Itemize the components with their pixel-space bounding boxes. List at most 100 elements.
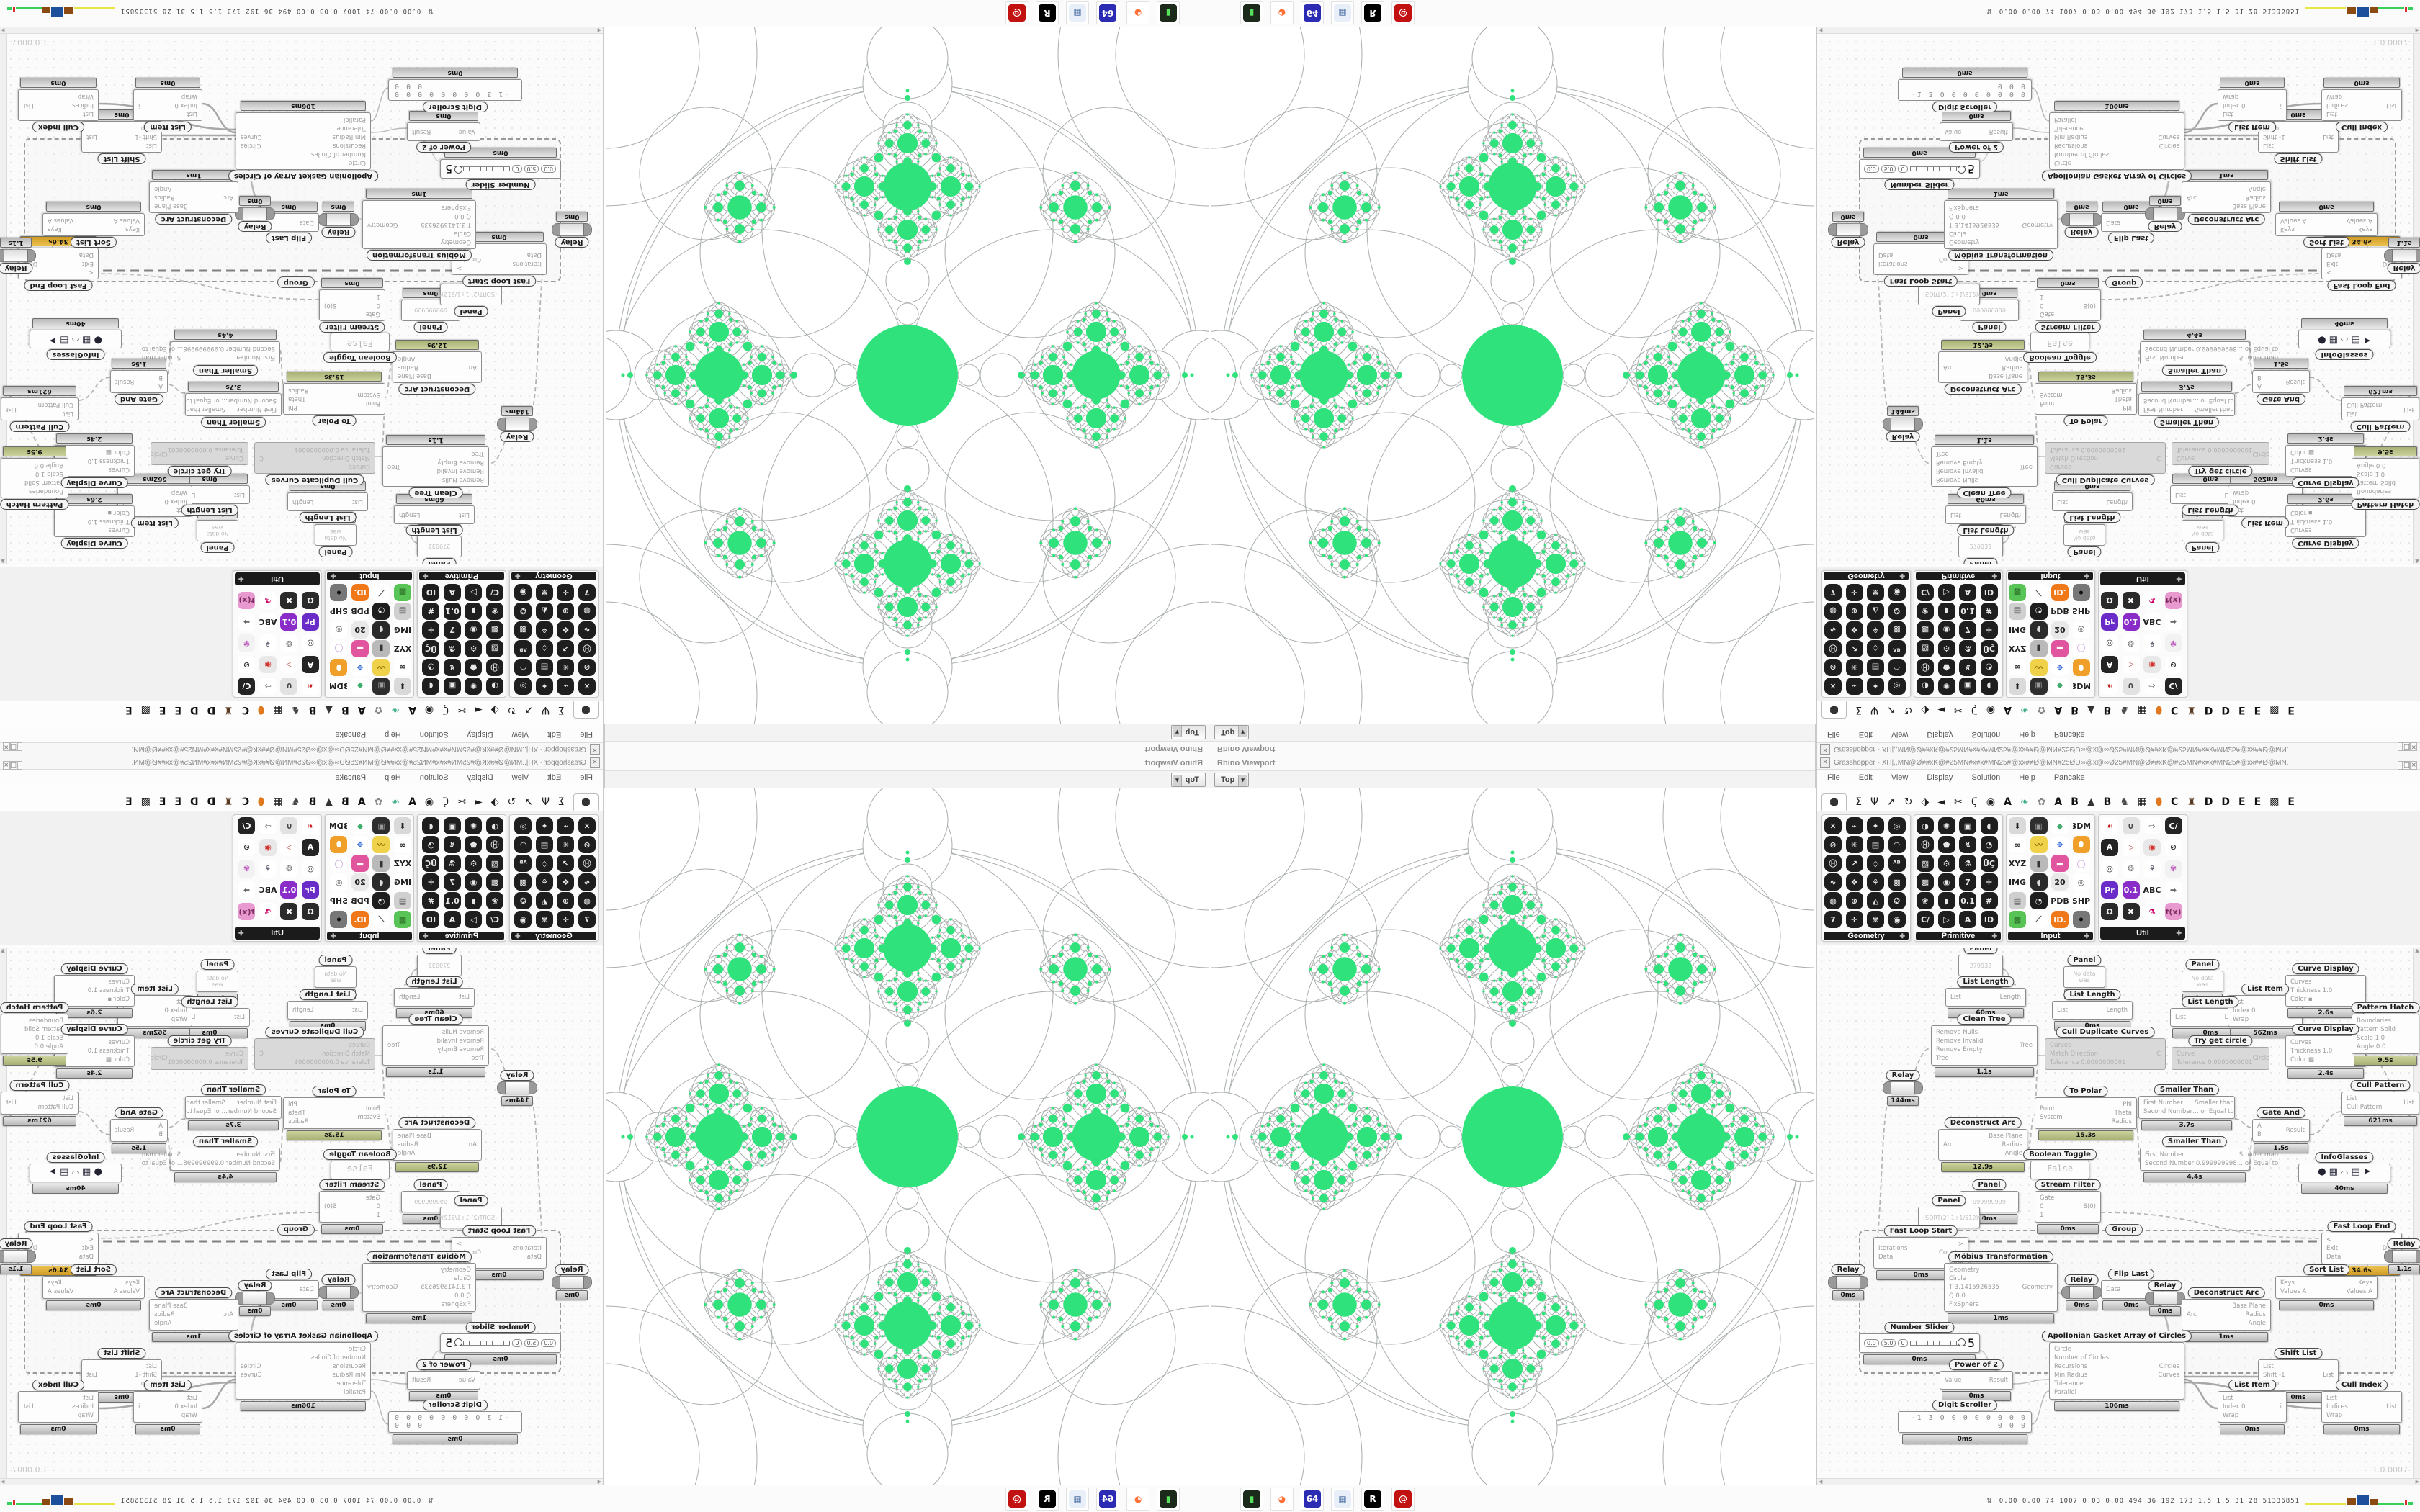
component-icon-input-9[interactable]: ▮ bbox=[2030, 640, 2048, 657]
component-icon-primitive-12[interactable]: ▩ bbox=[486, 621, 503, 639]
debian-icon[interactable]: @ bbox=[1005, 1488, 1028, 1511]
component-icon-geometry-20[interactable]: 7 bbox=[578, 584, 596, 601]
component-icon-input-0[interactable]: ⬇ bbox=[2009, 678, 2026, 695]
port-in[interactable]: Curves bbox=[349, 463, 370, 470]
tab-plugin-11[interactable]: ♜ bbox=[224, 704, 233, 716]
component-icon-geometry-4[interactable]: ⊘ bbox=[1824, 659, 1842, 676]
component-icon-geometry-5[interactable]: ✳ bbox=[557, 659, 575, 676]
port-out[interactable]: Result bbox=[2285, 1127, 2305, 1134]
component-icon-geometry-21[interactable]: ✛ bbox=[1845, 584, 1863, 601]
port-in[interactable]: Second Number bbox=[2143, 1108, 2193, 1115]
component-icon-util-7[interactable]: ⊘ bbox=[238, 838, 256, 856]
component-icon-input-21[interactable]: ⟋ bbox=[2030, 584, 2048, 601]
component-icon-geometry-10[interactable]: ◇ bbox=[536, 640, 553, 657]
port-out[interactable]: List bbox=[2323, 1372, 2334, 1379]
gh-component-pattern-hatch-28[interactable]: Pattern Hatch Boundaries Pattern Solid Scal… bbox=[2351, 1002, 2420, 1066]
tab-plugin-4[interactable]: B bbox=[2071, 796, 2079, 808]
tab-plugin-8[interactable]: ▦ bbox=[272, 796, 283, 808]
port-in[interactable]: Tree bbox=[1936, 1055, 1949, 1062]
port-in[interactable]: First Number bbox=[2143, 1099, 2183, 1107]
gh-component-list-item-40[interactable]: List Item List Index 0 Wrap i 0ms bbox=[133, 1380, 202, 1434]
gh-component-smaller-than-30[interactable]: Smaller Than First Number Second Number Sma… bbox=[2138, 1084, 2235, 1130]
menu-display[interactable]: Display bbox=[1927, 730, 1953, 739]
component-icon-geometry-21[interactable]: ✛ bbox=[557, 911, 575, 928]
component-icon-primitive-17[interactable]: ◗ bbox=[1937, 892, 1955, 909]
component-body[interactable]: Curve Tolerance 0.0000000001 Circle bbox=[151, 442, 248, 465]
component-icon-primitive-16[interactable]: ❀ bbox=[1917, 603, 1934, 620]
component-icon-util-5[interactable]: ▷ bbox=[280, 656, 298, 674]
gh-component-clean-tree-2[interactable]: Clean Tree Remove Nulls Remove Invalid Remo… bbox=[1931, 1014, 2038, 1077]
component-icon-geometry-6[interactable]: ▤ bbox=[536, 836, 553, 853]
component-icon-input-10[interactable]: ▬ bbox=[351, 640, 369, 657]
component-icon-geometry-1[interactable]: ⌁ bbox=[557, 817, 575, 834]
component-body[interactable] bbox=[2065, 213, 2098, 226]
component-icon-input-18[interactable]: PDB bbox=[351, 892, 369, 909]
component-body[interactable]: Curves Thickness 1.0 Color ▪ bbox=[54, 505, 135, 537]
slider-value-0[interactable]: 0.0 bbox=[541, 1339, 556, 1347]
component-icon-input-14[interactable]: 20 bbox=[351, 621, 369, 639]
port-out[interactable]: Result bbox=[1989, 1377, 2008, 1384]
port-in[interactable]: 0 bbox=[2040, 1203, 2044, 1210]
gh-component-power-of-2-19[interactable]: Power of 2 Value Result 0ms bbox=[407, 111, 480, 153]
component-icon-util-19[interactable]: f(x) bbox=[2164, 903, 2182, 921]
component-body[interactable]: ● ▦ ⌓ ▤ ➤ bbox=[2298, 1164, 2390, 1182]
palette-group-label-util[interactable]: Util ✚ bbox=[235, 927, 320, 940]
component-icon-util-5[interactable]: ▷ bbox=[280, 838, 298, 856]
port-out[interactable]: Phi bbox=[288, 404, 297, 411]
component-icon-input-22[interactable]: ID. bbox=[351, 911, 369, 928]
menu-solution[interactable]: Solution bbox=[419, 773, 449, 782]
port-out[interactable]: Geometry bbox=[2022, 221, 2053, 228]
gh-component-relay-37[interactable]: Relay 0ms bbox=[2148, 196, 2182, 232]
component-icon-geometry-2[interactable]: ✦ bbox=[536, 817, 553, 834]
port-out[interactable]: Length bbox=[292, 1007, 314, 1014]
port-in[interactable]: List bbox=[63, 1095, 73, 1102]
menu-edit[interactable]: Edit bbox=[1858, 773, 1873, 782]
component-icon-geometry-23[interactable]: ◉ bbox=[514, 584, 532, 601]
component-icon-geometry-18[interactable]: ◭ bbox=[1867, 892, 1884, 909]
port-in[interactable]: System bbox=[2040, 1114, 2063, 1121]
component-icon-util-14[interactable]: ABC bbox=[259, 881, 277, 899]
component-body[interactable]: ● ▦ ⌓ ▤ ➤ bbox=[2298, 330, 2390, 348]
component-icon-geometry-16[interactable]: ◍ bbox=[578, 603, 596, 620]
component-icon-geometry-2[interactable]: ✦ bbox=[1867, 817, 1884, 834]
component-icon-primitive-21[interactable]: ▷ bbox=[1937, 584, 1955, 601]
slider-value-2[interactable]: 0 bbox=[1898, 1339, 1908, 1347]
port-in[interactable]: Scale 1.0 bbox=[35, 1035, 63, 1042]
port-in[interactable]: Second Number 0.999999998 bbox=[183, 1160, 275, 1167]
component-icon-geometry-7[interactable]: ◠ bbox=[1888, 836, 1906, 853]
port-in[interactable]: Point bbox=[2040, 1105, 2056, 1112]
port-in[interactable]: Pattern Solid bbox=[2357, 1026, 2396, 1033]
component-icon-primitive-18[interactable]: 0.1 bbox=[444, 892, 461, 909]
port-out[interactable]: Tree bbox=[387, 463, 400, 470]
tab-plugin-7[interactable]: ♞ bbox=[291, 796, 300, 808]
port-in[interactable]: List bbox=[63, 410, 73, 417]
component-body[interactable] bbox=[1886, 418, 1919, 431]
port-in[interactable]: Curves bbox=[2290, 466, 2312, 473]
port-in[interactable]: < bbox=[2326, 1236, 2332, 1243]
component-icon-input-13[interactable]: ◖ bbox=[2030, 621, 2048, 639]
port-in[interactable]: List bbox=[146, 1363, 157, 1370]
gh-component-relay-16[interactable]: Relay 0ms bbox=[2064, 202, 2099, 238]
port-in[interactable]: Curves bbox=[2290, 1039, 2312, 1046]
port-in[interactable]: Index 0 bbox=[174, 102, 197, 109]
floppy-64-icon[interactable]: 64 bbox=[1096, 1488, 1119, 1511]
tab-plugin-13[interactable]: D bbox=[2221, 796, 2231, 808]
canvas-horizontal-scrollbar[interactable]: ◀ ▶ bbox=[1817, 1478, 2420, 1485]
port-in[interactable]: Curve bbox=[225, 454, 243, 462]
component-icon-util-18[interactable]: ⚗ bbox=[2143, 903, 2161, 921]
component-icon-geometry-5[interactable]: ✳ bbox=[1845, 836, 1863, 853]
gh-component-deconstruct-arc-38[interactable]: Deconstruct Arc Arc Base Plane Radius Angle 1… bbox=[2182, 1287, 2271, 1342]
port-in[interactable]: B bbox=[158, 1131, 163, 1138]
port-out[interactable]: Geometry bbox=[2022, 1284, 2053, 1291]
component-body[interactable]: First Number Second Number Smaller than… o… bbox=[185, 1096, 282, 1119]
port-in[interactable]: Data bbox=[299, 1286, 314, 1293]
component-icon-util-1[interactable]: ∪ bbox=[280, 817, 298, 834]
gh-component-smaller-than-31[interactable]: Smaller Than First Number Second Number 0.… bbox=[142, 330, 280, 376]
port-in[interactable]: List bbox=[2057, 498, 2068, 505]
component-icon-input-19[interactable]: SHP bbox=[2072, 603, 2090, 620]
